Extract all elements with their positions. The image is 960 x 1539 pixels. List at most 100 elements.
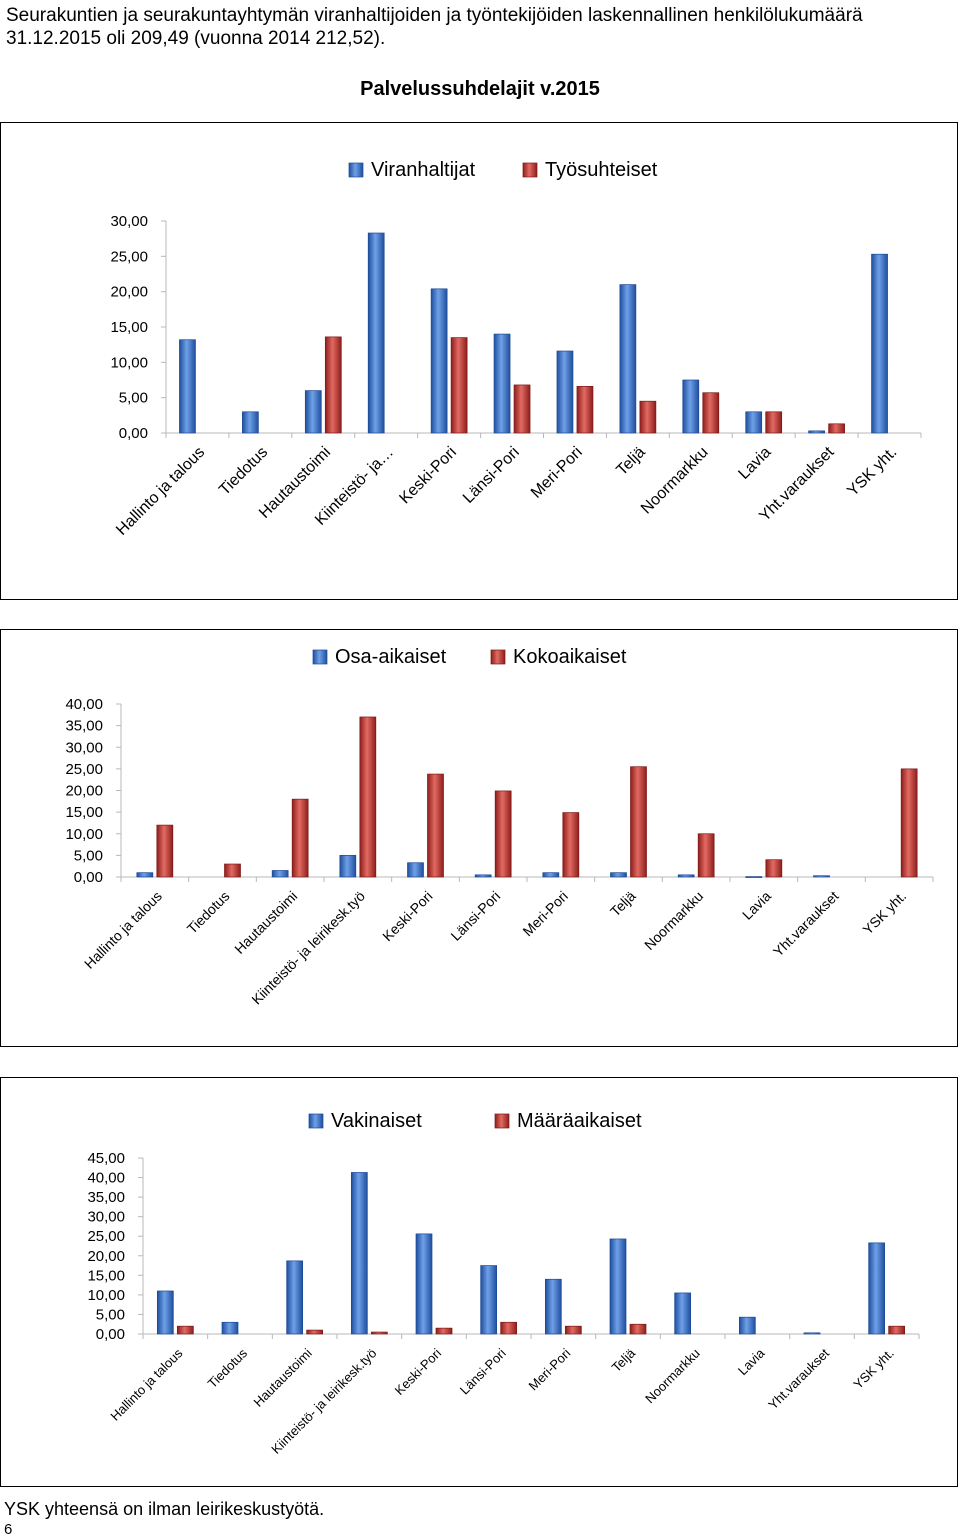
x-category-label: Lavia bbox=[739, 888, 774, 923]
chart-svg: Vakinaiset Määräaikaiset 0,00 5,00 10,00 15,0… bbox=[87, 1110, 920, 1457]
bar-series-1 bbox=[221, 1321, 239, 1335]
x-category-label: Teljä bbox=[607, 888, 639, 920]
y-tick-label: 30,00 bbox=[87, 1209, 125, 1226]
bar-series-1 bbox=[542, 872, 560, 878]
bar-series-2 bbox=[427, 773, 444, 878]
x-category-label: Meri-Pori bbox=[519, 888, 570, 939]
x-category-label: Keski-Pori bbox=[379, 888, 435, 944]
bar-series-1 bbox=[677, 874, 695, 878]
bar-series-1 bbox=[480, 1265, 498, 1335]
bar-series-2 bbox=[324, 336, 342, 434]
bar-series-1 bbox=[242, 411, 259, 434]
bar-series-1 bbox=[156, 1290, 174, 1335]
x-category-label: Länsi-Pori bbox=[460, 444, 523, 507]
bar-series-2 bbox=[500, 1321, 518, 1335]
legend-swatch-1 bbox=[312, 649, 328, 665]
bar-series-1 bbox=[738, 1316, 756, 1335]
bar-series-1 bbox=[179, 339, 196, 434]
chart-contract-duration: Vakinaiset Määräaikaiset 0,00 5,00 10,00 15,0… bbox=[0, 1077, 958, 1487]
y-tick-label: 30,00 bbox=[65, 739, 103, 756]
y-tick-label: 25,00 bbox=[65, 761, 103, 778]
bar-series-1 bbox=[367, 232, 385, 434]
x-category-label: YSK yht. bbox=[859, 888, 909, 938]
x-category-label: Kiinteistö- ja leirikesk.työ bbox=[248, 888, 368, 1008]
bar-series-2 bbox=[359, 716, 377, 878]
bar-series-1 bbox=[271, 870, 289, 878]
bar-series-2 bbox=[702, 392, 720, 434]
bar-series-2 bbox=[630, 766, 647, 878]
page-number: 6 bbox=[4, 1521, 13, 1538]
bar-series-1 bbox=[493, 333, 511, 434]
legend-swatch-2 bbox=[490, 649, 506, 665]
legend-label-2: Määräaikaiset bbox=[517, 1110, 642, 1132]
bar-series-2 bbox=[494, 790, 512, 878]
y-tick-label: 20,00 bbox=[65, 783, 103, 800]
section-title: Palvelussuhdelajit v.2015 bbox=[360, 78, 600, 100]
x-category-label: Hautaustoimi bbox=[251, 1345, 315, 1409]
bar-series-1 bbox=[304, 390, 322, 434]
bar-series-1 bbox=[803, 1332, 821, 1335]
bar-series-1 bbox=[474, 874, 492, 878]
x-category-label: Länsi-Pori bbox=[447, 888, 503, 944]
chart-svg: Viranhaltijat Työsuhteiset 0,00 5,00 10,00 15… bbox=[110, 159, 922, 539]
legend-label-1: Osa-aikaiset bbox=[335, 646, 447, 668]
bar-series-2 bbox=[900, 768, 918, 878]
bar-series-2 bbox=[435, 1327, 453, 1335]
y-tick-label: 5,00 bbox=[74, 847, 103, 864]
bar-series-1 bbox=[350, 1172, 368, 1335]
bar-series-1 bbox=[871, 253, 888, 434]
x-category-label: Kiinteistö- ja leirikesk.työ bbox=[268, 1346, 379, 1457]
y-tick-label: 0,00 bbox=[74, 869, 103, 886]
y-tick-label: 5,00 bbox=[119, 390, 148, 407]
x-category-label: Meri-Pori bbox=[528, 444, 586, 502]
y-tick-label: 10,00 bbox=[110, 354, 148, 371]
x-category-label: Keski-Pori bbox=[396, 444, 460, 508]
bar-series-2 bbox=[224, 863, 241, 878]
bar-series-1 bbox=[674, 1292, 692, 1335]
x-category-label: Yht.varaukset bbox=[770, 888, 842, 960]
y-tick-label: 15,00 bbox=[110, 319, 148, 336]
x-category-label: Noormarkku bbox=[641, 888, 706, 953]
x-category-label: Noormarkku bbox=[642, 1346, 703, 1407]
legend-label-1: Viranhaltijat bbox=[371, 159, 476, 181]
y-tick-label: 20,00 bbox=[87, 1248, 125, 1265]
bar-series-1 bbox=[610, 872, 627, 878]
y-tick-label: 25,00 bbox=[110, 248, 148, 265]
legend-label-1: Vakinaiset bbox=[331, 1110, 422, 1132]
legend-swatch-1 bbox=[348, 162, 364, 178]
y-tick-label: 15,00 bbox=[87, 1267, 125, 1284]
bar-series-1 bbox=[136, 872, 154, 878]
x-category-label: Yht.varaukset bbox=[765, 1345, 832, 1412]
bar-series-2 bbox=[156, 824, 174, 878]
bar-series-2 bbox=[564, 1325, 582, 1335]
footnote: YSK yhteensä on ilman leirikeskustyötä. bbox=[4, 1499, 325, 1519]
y-tick-label: 40,00 bbox=[87, 1170, 125, 1187]
x-category-label: YSK yht. bbox=[850, 1346, 896, 1392]
bar-series-1 bbox=[745, 876, 763, 878]
bar-series-2 bbox=[639, 400, 657, 434]
y-tick-label: 30,00 bbox=[110, 213, 148, 230]
bar-series-2 bbox=[576, 386, 594, 434]
x-category-label: Länsi-Pori bbox=[457, 1345, 509, 1397]
y-tick-label: 15,00 bbox=[65, 804, 103, 821]
x-category-label: Teljä bbox=[609, 1345, 639, 1375]
bar-series-2 bbox=[306, 1329, 324, 1335]
bar-series-2 bbox=[888, 1325, 906, 1335]
y-tick-label: 45,00 bbox=[87, 1150, 125, 1167]
y-tick-label: 10,00 bbox=[65, 826, 103, 843]
x-category-label: Teljä bbox=[613, 444, 648, 479]
x-category-label: YSK yht. bbox=[844, 444, 900, 500]
bar-series-1 bbox=[544, 1278, 562, 1335]
x-category-label: Hallinto ja talous bbox=[107, 1345, 185, 1423]
bar-series-2 bbox=[828, 423, 845, 434]
x-category-label: Keski-Pori bbox=[392, 1345, 445, 1398]
bar-series-1 bbox=[808, 430, 825, 434]
y-tick-label: 0,00 bbox=[96, 1326, 125, 1343]
x-category-label: Meri-Pori bbox=[526, 1345, 574, 1393]
bar-series-1 bbox=[682, 379, 700, 434]
legend-swatch-2 bbox=[494, 1113, 510, 1129]
bar-series-1 bbox=[745, 411, 763, 434]
bar-series-1 bbox=[609, 1238, 627, 1335]
y-tick-label: 20,00 bbox=[110, 284, 148, 301]
y-tick-label: 0,00 bbox=[119, 425, 148, 442]
